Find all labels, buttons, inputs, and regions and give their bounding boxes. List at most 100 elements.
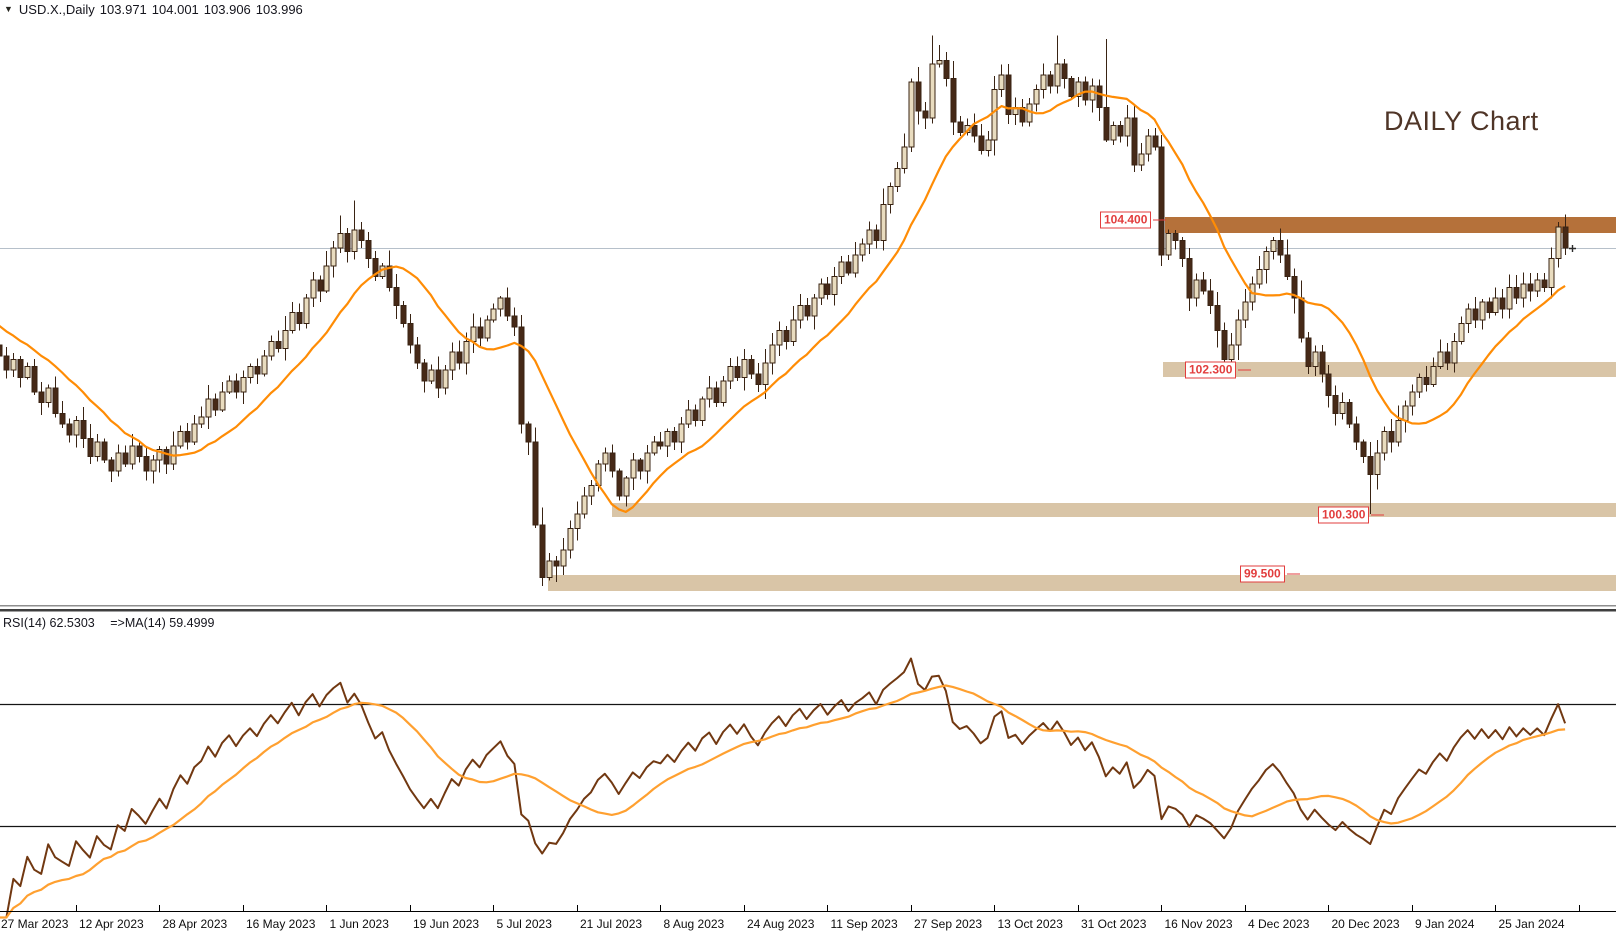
candle-up (991, 88, 998, 141)
candle-up (484, 319, 491, 339)
candle-down (1332, 394, 1339, 414)
candle-up (428, 369, 435, 382)
price-level-label-102300: 102.300 (1185, 361, 1252, 379)
candle-up (998, 74, 1005, 90)
candle-up (1270, 240, 1277, 252)
candle-up (1395, 420, 1402, 443)
candle-up (337, 232, 344, 249)
candle-up (1437, 351, 1444, 368)
candle-up (1506, 286, 1513, 310)
candle-up (463, 340, 470, 364)
price-low: 103.906 (203, 2, 251, 17)
candle-down (504, 297, 511, 317)
candle-up (838, 261, 845, 278)
price-zone-102.300 (1163, 362, 1616, 377)
candle-up (115, 452, 122, 472)
candle-up (1548, 258, 1555, 288)
candle-up (685, 409, 692, 425)
candle-down (80, 420, 87, 440)
candle-up (156, 448, 163, 461)
candle-up (936, 60, 943, 65)
candle-up (644, 452, 651, 472)
candle-down (31, 366, 38, 393)
candle-up (1235, 319, 1242, 346)
candle-up (664, 430, 671, 447)
candle-down (1423, 376, 1430, 386)
price-level-label-100300: 100.300 (1318, 506, 1385, 524)
indicator-header: RSI(14) 62.5303 =>MA(14) 59.4999 (3, 616, 214, 630)
candle-down (553, 560, 560, 567)
candle-down (713, 387, 720, 404)
candle-down (978, 135, 985, 152)
candle-down (1472, 308, 1479, 321)
x-axis-label: 1 Jun 2023 (329, 917, 389, 931)
candle-up (1228, 344, 1235, 360)
candle-up (10, 358, 17, 371)
candle-down (1186, 258, 1193, 299)
candle-up (240, 376, 247, 393)
candle-up (1479, 301, 1486, 321)
candle-down (957, 121, 964, 134)
candle-up (1040, 74, 1047, 90)
last-price-marker-icon (1569, 245, 1576, 252)
candle-down (317, 279, 324, 292)
candle-down (1284, 254, 1291, 278)
symbol-header: ▼ USD.X.,Daily 103.971 104.001 103.906 1… (4, 2, 303, 17)
candle-up (1054, 63, 1061, 87)
symbol-dropdown-icon[interactable]: ▼ (4, 4, 13, 14)
x-axis-label: 24 Aug 2023 (746, 917, 815, 931)
panel-separator (0, 605, 1616, 607)
candle-down (1388, 430, 1395, 443)
price-open: 103.971 (99, 2, 147, 17)
candle-down (365, 240, 372, 260)
candle-down (824, 283, 831, 296)
candle-up (1374, 452, 1381, 476)
candle-up (720, 380, 727, 404)
candle-down (38, 391, 45, 404)
candle-up (560, 549, 567, 567)
candle-down (1152, 135, 1159, 148)
candle-down (692, 409, 699, 422)
candle-up (1110, 124, 1117, 141)
candle-down (943, 60, 950, 80)
candle-down (1005, 74, 1012, 116)
candle-up (880, 204, 887, 242)
candle-down (1047, 74, 1054, 87)
candle-down (477, 326, 484, 339)
candle-up (1138, 153, 1145, 166)
x-axis-label: 5 Jul 2023 (496, 917, 552, 931)
candle-up (852, 254, 859, 274)
candle-up (1520, 283, 1527, 299)
x-axis-label: 8 Aug 2023 (663, 917, 725, 931)
candle-down (456, 351, 463, 364)
candle-up (1492, 297, 1499, 314)
label-connector-line (1286, 573, 1300, 575)
candle-down (609, 452, 616, 472)
candle-up (45, 387, 52, 404)
candle-down (435, 369, 442, 389)
price-level-label-99500: 99.500 (1240, 565, 1300, 583)
candle-down (1499, 297, 1506, 310)
candle-down (400, 304, 407, 324)
candle-down (755, 373, 762, 386)
x-axis-label: 21 Jul 2023 (579, 917, 643, 931)
candle-up (1381, 430, 1388, 454)
candle-down (616, 470, 623, 497)
candle-up (1124, 117, 1131, 137)
label-connector-line (1238, 369, 1252, 371)
candle-down (393, 286, 400, 306)
candle-down (1103, 106, 1110, 141)
candle-down (0, 344, 3, 357)
candlestick-series (0, 35, 1569, 587)
candle-down (108, 459, 115, 472)
candle-down (66, 423, 73, 436)
chart-title-watermark: DAILY Chart (1384, 106, 1539, 136)
x-axis-label: 9 Jan 2024 (1414, 917, 1475, 931)
candle-up (1145, 135, 1152, 155)
candle-down (1367, 456, 1374, 476)
panel-separator (0, 609, 1616, 612)
candle-up (901, 146, 908, 170)
rsi-ma-line (0, 684, 1566, 919)
candle-down (1214, 304, 1221, 332)
